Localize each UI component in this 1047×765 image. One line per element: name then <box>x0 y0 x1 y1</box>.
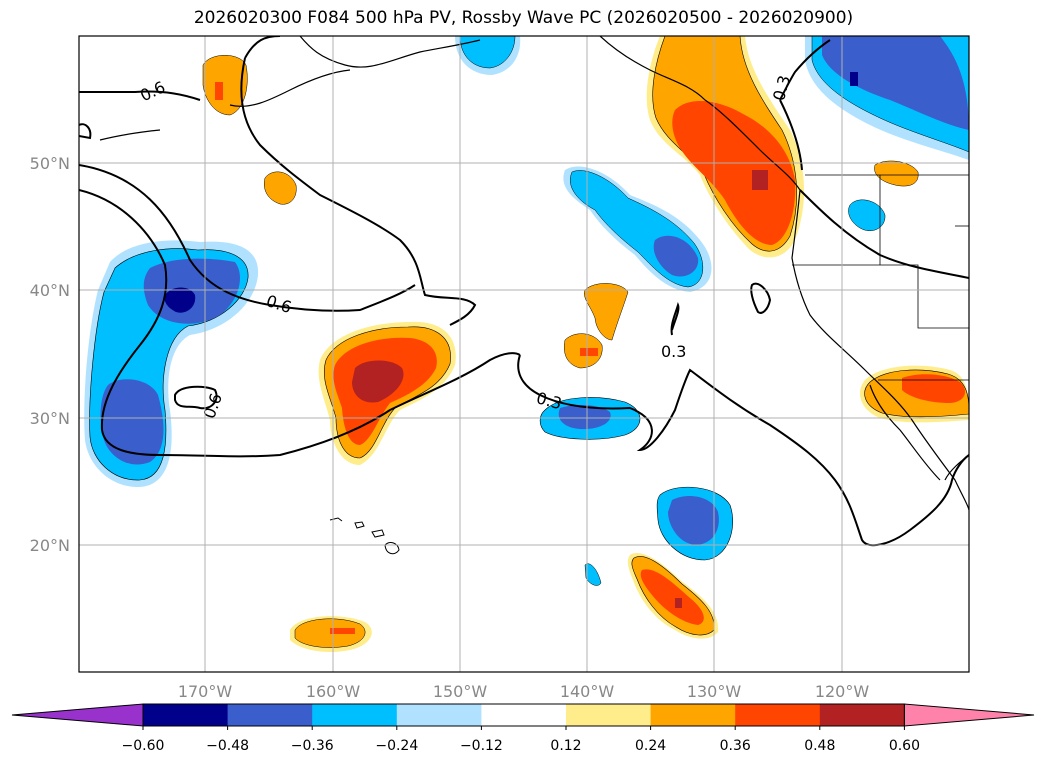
lon-tick-label: 150°W <box>433 682 488 701</box>
colorbar-tick-label: −0.48 <box>206 738 249 754</box>
colorbar-segment <box>566 704 652 726</box>
small-negative-anomalies <box>584 199 886 586</box>
colorbar-tick-label: 0.24 <box>635 738 666 754</box>
colorbar-tick-label: −0.36 <box>291 738 334 754</box>
colorbar-tick-label: 0.36 <box>720 738 751 754</box>
colorbar-segment <box>312 704 398 726</box>
contour-label-2: 0.6 <box>264 291 294 317</box>
ne-pacific-negative-anomaly <box>563 166 712 292</box>
sw-positive-anomaly <box>627 552 719 639</box>
colorbar-tick-label: −0.12 <box>460 738 503 754</box>
west-negative-anomaly <box>84 240 259 488</box>
lat-tick-label: 50°N <box>30 154 70 173</box>
map-frame <box>78 35 970 673</box>
colorbar-segment <box>735 704 821 726</box>
colorbar-extend-min <box>11 703 144 727</box>
contour-label-1: 0.6 <box>137 77 168 105</box>
lat-tick-label: 20°N <box>30 536 70 555</box>
colorbar-segment <box>481 704 567 726</box>
lat-tick-label: 40°N <box>30 281 70 300</box>
hawaii-islands <box>329 517 400 555</box>
colorbar-tick-label: −0.24 <box>375 738 418 754</box>
colorbar-frame <box>142 703 905 727</box>
coastline <box>99 36 969 511</box>
lon-tick-label: 120°W <box>815 682 870 701</box>
baja-positive-anomaly <box>860 365 969 423</box>
gridlines <box>79 36 969 672</box>
colorbar-tick-label: −0.60 <box>122 738 165 754</box>
central-positive-anomaly <box>318 321 456 465</box>
lat-tick-label: 30°N <box>30 409 70 428</box>
colorbar: −0.60 −0.48 −0.36 −0.24 −0.12 0.12 0.24 0.36 0.4… <box>11 703 1035 754</box>
contour-label-3: 0.6 <box>199 391 226 421</box>
colorbar-segment <box>227 704 313 726</box>
chart-title: 2026020300 F084 500 hPa PV, Rossby Wave … <box>193 8 854 28</box>
colorbar-segment <box>819 704 905 726</box>
lon-tick-label: 130°W <box>687 682 742 701</box>
state-borders <box>792 174 969 381</box>
map-area: 0.6 0.6 0.6 0.3 0.3 0.3 <box>79 36 969 672</box>
lon-tick-label: 140°W <box>560 682 615 701</box>
lon-tick-label: 160°W <box>306 682 361 701</box>
nw-canada-negative-anomaly <box>805 36 969 160</box>
small-positive-anomalies <box>202 55 919 652</box>
colorbar-tick-label: 0.12 <box>550 738 581 754</box>
colorbar-segment <box>650 704 736 726</box>
gulf-alaska-negative-anomaly <box>455 36 521 75</box>
colorbar-segment <box>396 704 482 726</box>
colorbar-extend-max <box>903 703 1035 727</box>
colorbar-tick-label: 0.48 <box>804 738 835 754</box>
lon-tick-label: 170°W <box>178 682 233 701</box>
coastal-positive-anomaly <box>646 36 805 258</box>
contour-label-5: 0.3 <box>661 342 686 361</box>
colorbar-tick-label: 0.60 <box>889 738 920 754</box>
contour-label-4: 0.3 <box>534 388 564 413</box>
contour-label-6: 0.3 <box>769 73 794 103</box>
colorbar-segment <box>143 704 229 726</box>
